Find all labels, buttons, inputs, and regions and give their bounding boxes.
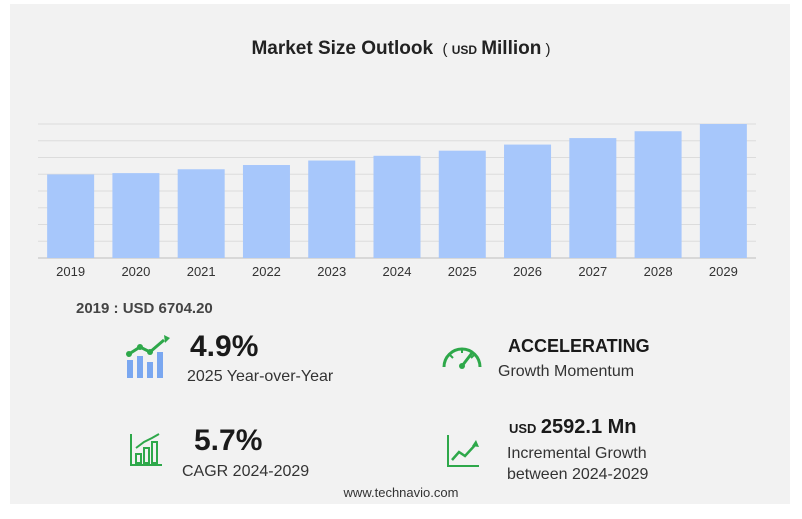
x-tick-label: 2028 [644, 264, 673, 279]
x-tick-label: 2020 [121, 264, 150, 279]
bar-2024 [373, 155, 421, 258]
cagr-label-wrap: CAGR 2024-2029 [182, 461, 309, 482]
cagr-label: CAGR 2024-2029 [182, 463, 310, 480]
x-tick-label: 2027 [578, 264, 607, 279]
momentum-value: ACCELERATING [508, 336, 650, 356]
yoy-label: 2025 Year-over-Year [187, 368, 334, 385]
bar-2026 [504, 144, 552, 258]
bar-2025 [438, 150, 486, 258]
x-tick-label: 2025 [448, 264, 477, 279]
base-year-value: 2019 : USD 6704.20 [76, 300, 213, 317]
bar-2019 [47, 174, 95, 258]
incremental-label-line2: between 2024-2029 [507, 466, 649, 483]
bar-2027 [569, 138, 617, 258]
incremental-currency: USD [509, 421, 537, 436]
chart-title: Market Size Outlook ( USD Million ) [0, 38, 802, 60]
yoy-value: 4.9% [190, 330, 259, 363]
cagr-stat: 5.7% [194, 424, 262, 458]
x-tick-label: 2021 [187, 264, 216, 279]
incremental-stat: USD 2592.1 Mn [509, 416, 637, 439]
momentum-label-wrap: Growth Momentum [498, 361, 634, 382]
x-tick-label: 2024 [383, 264, 412, 279]
yoy-stat: 4.9% [190, 330, 258, 364]
x-tick-label: 2019 [56, 264, 85, 279]
bar-growth-icon [128, 432, 164, 473]
source-footer: www.technavio.com [343, 485, 459, 500]
x-tick-label: 2029 [709, 264, 738, 279]
incremental-value: 2592.1 Mn [540, 416, 637, 438]
bar-2022 [242, 165, 290, 258]
incremental-label-wrap: Incremental Growth between 2024-2029 [507, 443, 648, 485]
bar-2023 [308, 160, 356, 258]
title-text: Market Size Outlook [251, 38, 434, 59]
momentum-stat: ACCELERATING [508, 336, 650, 357]
bar-2029 [699, 124, 747, 258]
speedometer-icon [440, 341, 484, 376]
momentum-label: Growth Momentum [498, 363, 635, 380]
incremental-label-line1: Incremental Growth [507, 445, 647, 462]
x-tick-label: 2023 [317, 264, 346, 279]
title-unit: ( USD Million ) [442, 38, 551, 59]
yoy-label-wrap: 2025 Year-over-Year [187, 366, 333, 387]
x-tick-label: 2026 [513, 264, 542, 279]
growth-chart-icon [124, 334, 172, 385]
cagr-value: 5.7% [194, 424, 263, 457]
bar-chart: 2019 2020 2021 2022 2023 2024 2025 2026 2027 2028… [38, 123, 756, 279]
bar-2020 [112, 173, 160, 258]
trend-line-icon [446, 434, 480, 473]
x-tick-label: 2022 [252, 264, 281, 279]
bar-2021 [177, 169, 225, 258]
bar-2028 [634, 131, 682, 258]
